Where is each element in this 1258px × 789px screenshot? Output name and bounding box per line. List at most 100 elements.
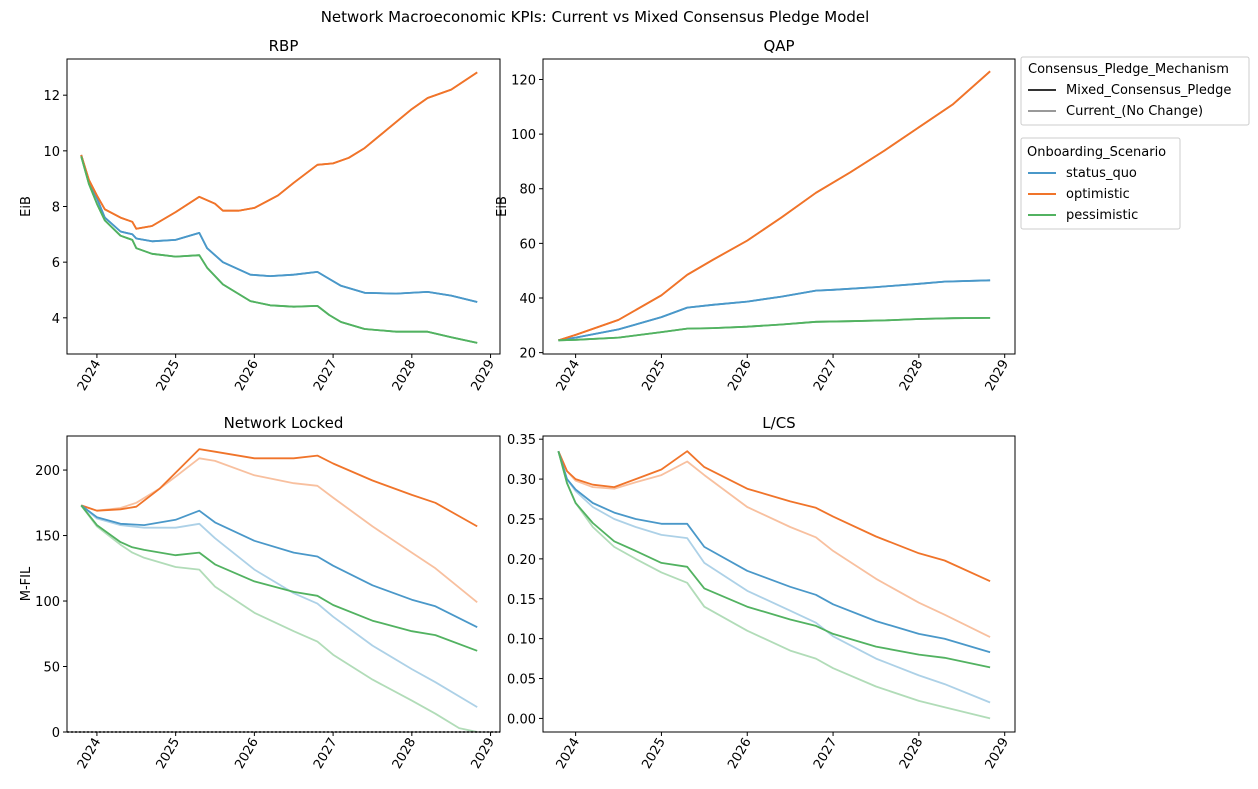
y-tick-label: 0.30 [507,473,536,488]
series-line-status_quo-mixed [80,504,478,629]
x-tick-label: 2026 [232,736,262,772]
series-lines [557,450,991,720]
legend-label-optimistic: optimistic [1066,187,1130,202]
series-line-optimistic-current [80,457,478,603]
series-line-optimistic-current [558,70,991,342]
series-line-pessimistic-current [80,156,478,344]
series-line-status_quo-current [557,450,991,704]
x-tick-label: 2027 [311,736,341,772]
y-tick-label: 60 [519,237,536,252]
y-tick-label: 8 [52,201,60,216]
x-tick-label: 2028 [897,736,927,772]
x-tick-label: 2029 [983,358,1013,394]
y-tick-label: 150 [35,530,60,545]
legend-group1-title: Consensus_Pledge_Mechanism [1028,62,1229,77]
x-tick-label: 2028 [897,358,927,394]
y-tick-label: 0.35 [507,433,536,448]
chart-title: QAP [763,37,794,55]
figure-suptitle: Network Macroeconomic KPIs: Current vs M… [321,8,870,26]
series-line-optimistic-mixed [557,450,991,583]
x-tick-label: 2027 [811,736,841,772]
series-line-optimistic-mixed [80,71,478,230]
x-tick-label: 2024 [554,358,584,394]
x-tick-label: 2029 [983,736,1013,772]
y-tick-label: 0.15 [507,593,536,608]
x-tick-label: 2024 [75,358,105,394]
y-tick-label: 20 [519,347,536,362]
y-tick-label: 0.10 [507,633,536,648]
legend-label-current: Current_(No Change) [1066,104,1203,119]
x-tick-label: 2028 [390,358,420,394]
chart-panel-1: RBP EiB 4 6 8 10 12 2024 2025 2026 2027 2028 2029 [19,37,501,394]
y-tick-label: 40 [519,292,536,307]
y-tick-label: 0.20 [507,553,536,568]
y-tick-label: 100 [35,595,60,610]
x-tick-label: 2025 [639,358,669,394]
series-line-status_quo-mixed [557,450,991,654]
chart-panel-4: L/CS 0.00 0.05 0.10 0.15 0.20 0.25 0.30 0.35 2024… [507,414,1016,772]
axes-frame [66,58,501,355]
axes-frame [542,435,1016,733]
y-tick-label: 80 [519,183,536,198]
series-lines [558,70,991,342]
series-line-optimistic-current [557,450,991,638]
x-tick-label: 2024 [554,736,584,772]
y-tick-label: 4 [52,312,60,327]
y-tick-label: 6 [52,256,60,271]
y-tick-label: 0.25 [507,513,536,528]
legend: Consensus_Pledge_Mechanism Mixed_Consens… [1020,56,1250,230]
series-line-pessimistic-mixed [557,450,991,669]
chart-title: RBP [269,37,299,55]
y-tick-label: 200 [35,464,60,479]
series-line-status_quo-mixed [558,279,991,342]
y-tick-label: 120 [511,73,536,88]
series-line-optimistic-mixed [558,70,991,342]
series-line-optimistic-mixed [80,448,478,528]
series-line-pessimistic-mixed [80,504,478,652]
x-tick-label: 2026 [232,358,262,394]
x-tick-label: 2029 [468,358,498,394]
x-tick-label: 2024 [75,736,105,772]
chart-panel-3: Network Locked M-FIL 0 50 100 150 200 2024 2025 2… [19,414,501,772]
series-line-status_quo-current [80,504,478,708]
x-tick-label: 2025 [639,736,669,772]
series-line-optimistic-current [80,71,478,230]
legend-group2-title: Onboarding_Scenario [1027,145,1166,160]
x-tick-label: 2027 [311,358,341,394]
x-tick-label: 2028 [390,736,420,772]
y-tick-label: 0 [52,726,60,741]
axes-frame [66,435,501,733]
x-tick-label: 2026 [725,358,755,394]
series-line-pessimistic-current [557,450,991,720]
legend-frame [1020,56,1250,126]
axes-frame [542,58,1016,355]
x-tick-label: 2025 [154,736,184,772]
x-tick-label: 2026 [725,736,755,772]
legend-frame-2 [1020,137,1181,230]
y-axis-label: M-FIL [19,566,34,601]
series-line-status_quo-current [558,279,991,342]
y-tick-label: 12 [43,89,60,104]
series-line-pessimistic-current [80,504,478,733]
x-tick-label: 2029 [468,736,498,772]
chart-panel-2: QAP EiB 20 40 60 80 100 120 2024 2025 2026 2027 2028… [495,37,1016,394]
chart-title: L/CS [762,414,795,432]
chart-title: Network Locked [224,414,344,432]
x-tick-label: 2025 [154,358,184,394]
y-axis-label: EiB [19,196,34,217]
y-tick-label: 0.05 [507,673,536,688]
y-tick-label: 0.00 [507,712,536,727]
y-tick-label: 100 [511,128,536,143]
legend-label-status-quo: status_quo [1066,166,1137,181]
legend-label-pessimistic: pessimistic [1066,208,1138,223]
series-line-status_quo-current [80,154,478,303]
y-axis-label: EiB [495,196,510,217]
y-tick-label: 10 [43,145,60,160]
series-lines [80,448,478,733]
series-line-pessimistic-current [558,317,991,342]
y-tick-label: 50 [43,661,60,676]
x-tick-label: 2027 [811,358,841,394]
series-lines [80,71,478,344]
